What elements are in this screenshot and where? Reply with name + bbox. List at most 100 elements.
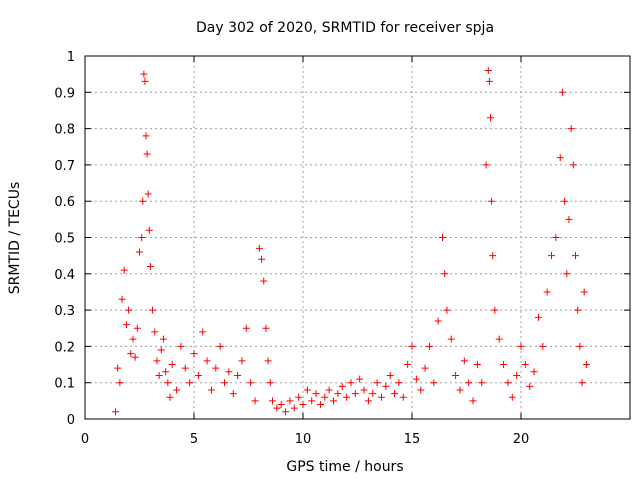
data-point <box>404 361 412 369</box>
data-point <box>386 371 394 379</box>
data-point <box>530 368 538 376</box>
data-point <box>556 154 564 162</box>
x-tick-label: 20 <box>513 432 530 447</box>
data-point <box>576 342 584 350</box>
y-tick-label: 0.7 <box>54 159 75 174</box>
data-point <box>486 114 494 122</box>
data-point <box>212 364 220 372</box>
data-point <box>456 386 464 394</box>
data-point <box>118 295 126 303</box>
data-point <box>364 397 372 405</box>
data-point <box>299 400 307 408</box>
data-point <box>151 328 159 336</box>
data-point <box>229 390 237 398</box>
data-point <box>552 234 560 241</box>
data-point <box>146 263 154 271</box>
data-point <box>452 371 460 379</box>
data-point <box>578 379 586 387</box>
data-point <box>138 234 146 241</box>
data-point <box>312 390 320 398</box>
y-tick-label: 0.5 <box>54 232 75 247</box>
data-point <box>207 386 215 394</box>
data-point <box>373 379 381 387</box>
x-axis-ticks: 0 5 10 15 20 <box>81 56 529 447</box>
data-point <box>580 288 588 296</box>
data-point <box>563 270 571 278</box>
data-point <box>264 357 272 365</box>
y-axis-label: SRMTID / TECUs <box>7 182 23 295</box>
data-point <box>561 197 569 205</box>
data-point <box>186 379 194 387</box>
data-point <box>255 244 263 252</box>
x-tick-label: 15 <box>404 432 421 447</box>
data-point <box>567 125 575 133</box>
data-point <box>421 364 429 372</box>
data-point <box>258 255 266 263</box>
data-point <box>521 361 529 369</box>
data-point <box>144 190 152 198</box>
data-point <box>168 361 176 369</box>
data-point <box>412 375 420 383</box>
data-point <box>122 321 130 329</box>
x-tick-label: 5 <box>190 432 198 447</box>
data-point <box>417 386 425 394</box>
data-point <box>112 408 120 416</box>
data-point <box>526 382 534 390</box>
data-point <box>548 252 556 260</box>
data-point <box>153 357 161 365</box>
data-point <box>572 252 579 260</box>
data-point <box>504 379 512 387</box>
data-point <box>469 397 477 405</box>
data-point <box>473 361 481 369</box>
data-point <box>194 371 202 379</box>
data-point <box>495 335 503 343</box>
data-point <box>221 379 229 387</box>
data-point <box>127 350 135 358</box>
data-point <box>574 306 582 314</box>
data-point <box>162 368 170 376</box>
data-point <box>136 248 143 256</box>
data-point <box>382 382 390 390</box>
data-point <box>142 132 150 140</box>
data-point <box>500 361 508 369</box>
data-point <box>338 382 346 390</box>
y-tick-label: 0.2 <box>54 340 75 355</box>
data-point <box>460 357 468 365</box>
data-point <box>166 393 174 401</box>
data-point <box>216 342 224 350</box>
y-tick-label: 1 <box>67 50 75 65</box>
data-point <box>181 364 189 372</box>
data-point <box>116 379 124 387</box>
data-point <box>140 70 148 78</box>
data-point <box>139 197 147 205</box>
data-point <box>356 375 364 383</box>
data-point <box>439 234 447 241</box>
y-tick-label: 0 <box>67 413 75 428</box>
data-point <box>425 342 433 350</box>
data-point <box>268 397 276 405</box>
data-point <box>517 342 525 350</box>
data-point <box>513 371 521 379</box>
data-point <box>491 306 499 314</box>
data-point <box>266 379 274 387</box>
data-point <box>247 379 255 387</box>
data-point <box>582 361 590 369</box>
data-point <box>485 77 493 85</box>
y-tick-label: 0.4 <box>54 268 75 283</box>
x-tick-label: 0 <box>81 432 89 447</box>
data-point <box>334 390 342 398</box>
data-point <box>351 390 359 398</box>
data-point <box>141 77 149 85</box>
data-point <box>543 288 551 296</box>
data-point <box>484 67 492 75</box>
data-point <box>369 390 377 398</box>
data-point <box>430 379 438 387</box>
data-point <box>441 270 449 278</box>
data-point <box>395 379 403 387</box>
data-point <box>131 353 139 361</box>
data-point <box>539 342 547 350</box>
data-point <box>316 400 324 408</box>
data-point <box>129 335 137 343</box>
data-point <box>330 397 338 405</box>
